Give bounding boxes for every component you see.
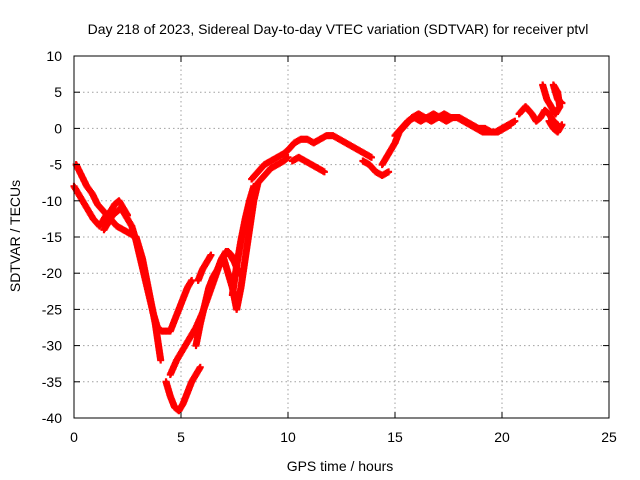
data-point [250,182,258,190]
y-tick-label: -20 [42,265,62,281]
grid-lines [74,56,609,418]
data-point [367,153,375,161]
data-point [207,251,215,259]
y-tick-label: -25 [42,301,62,317]
x-tick-label: 0 [70,429,78,445]
data-point [385,168,393,176]
chart-title: Day 218 of 2023, Sidereal Day-to-day VTE… [88,21,589,37]
data-point [511,117,519,125]
data-point [558,121,566,129]
y-tick-label: -40 [42,410,62,426]
y-tick-label: -15 [42,229,62,245]
y-tick-label: -35 [42,374,62,390]
data-point [284,153,292,161]
x-tick-label: 20 [494,429,510,445]
axis-ticks [73,55,610,419]
data-point [558,99,566,107]
y-tick-label: -5 [50,157,63,173]
x-tick-label: 5 [177,429,185,445]
y-axis-label: SDTVAR / TECUs [7,180,23,292]
tick-labels: 0 5 10 15 20 25 -40 -35 -30 -25 -20 -15 -10 -5 0 5 10 [42,48,617,445]
y-tick-label: -30 [42,338,62,354]
y-tick-label: 10 [46,48,62,64]
x-axis-label: GPS time / hours [287,458,394,474]
data-point [320,168,328,176]
data-point [507,121,515,129]
data-point [196,363,204,371]
x-tick-label: 10 [280,429,296,445]
data-point [157,356,165,364]
y-tick-label: -10 [42,193,62,209]
data-points [70,81,566,415]
x-tick-label: 25 [601,429,617,445]
y-tick-label: 0 [54,120,62,136]
y-tick-label: 5 [54,84,62,100]
x-tick-label: 15 [387,429,403,445]
data-point [188,276,196,284]
